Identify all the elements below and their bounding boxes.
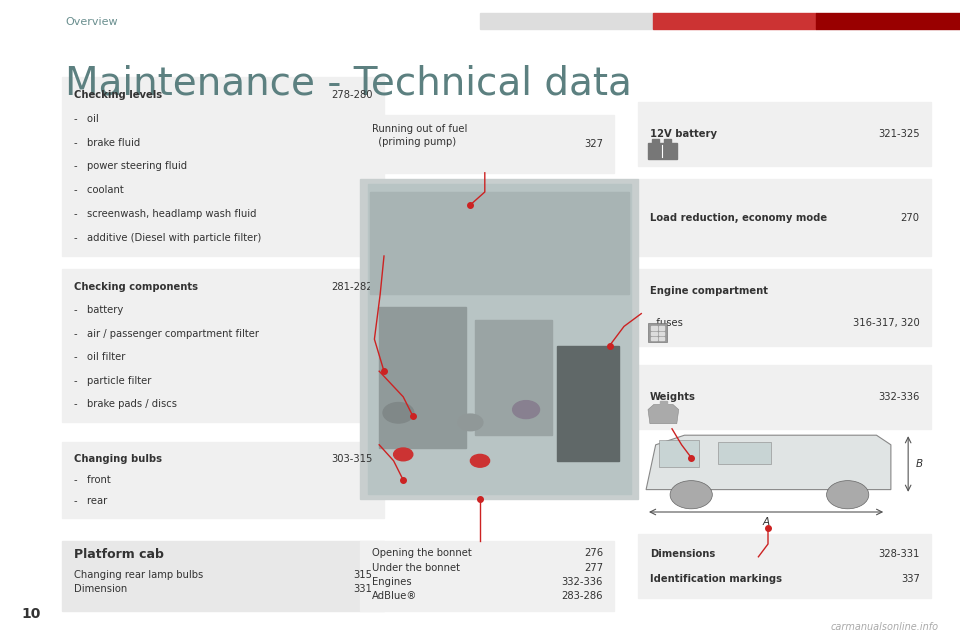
Bar — [659, 440, 699, 467]
Text: 337: 337 — [900, 574, 920, 584]
Text: Running out of fuel: Running out of fuel — [372, 124, 467, 134]
Text: Overview: Overview — [65, 17, 118, 27]
Bar — [664, 139, 671, 143]
Text: Identification markings: Identification markings — [650, 574, 782, 584]
Text: Load reduction, economy mode: Load reduction, economy mode — [650, 212, 828, 223]
Text: AdBlue®: AdBlue® — [372, 591, 417, 601]
Bar — [659, 332, 664, 335]
Text: -   brake fluid: - brake fluid — [74, 138, 140, 148]
Bar — [360, 179, 638, 499]
Text: Changing bulbs: Changing bulbs — [74, 454, 162, 463]
Text: B: B — [916, 459, 923, 469]
Text: Weights: Weights — [650, 392, 696, 402]
Bar — [648, 323, 667, 342]
Bar — [480, 13, 653, 29]
Bar — [638, 269, 931, 346]
Text: 327: 327 — [584, 139, 603, 149]
Circle shape — [394, 448, 413, 461]
Bar — [651, 337, 657, 340]
Text: 316-317, 320: 316-317, 320 — [852, 318, 920, 328]
Text: 315: 315 — [353, 570, 372, 580]
Bar — [652, 139, 659, 143]
Text: Dimension: Dimension — [74, 584, 127, 595]
Text: -   front: - front — [74, 475, 110, 485]
Text: 303-315: 303-315 — [331, 454, 372, 463]
Text: (priming pump): (priming pump) — [372, 137, 456, 147]
Bar — [62, 541, 384, 611]
Text: -   brake pads / discs: - brake pads / discs — [74, 399, 177, 409]
Bar — [638, 179, 931, 256]
Text: 283-286: 283-286 — [562, 591, 603, 601]
Text: -   air / passenger compartment filter: - air / passenger compartment filter — [74, 329, 259, 339]
Bar — [718, 442, 771, 464]
Text: Changing rear lamp bulbs: Changing rear lamp bulbs — [74, 570, 204, 580]
Text: carmanualsonline.info: carmanualsonline.info — [830, 622, 939, 632]
Text: fuses: fuses — [650, 318, 683, 328]
Bar — [653, 13, 816, 29]
Text: 276: 276 — [584, 548, 603, 559]
Bar — [62, 269, 384, 422]
Text: 332-336: 332-336 — [878, 392, 920, 402]
Text: 331: 331 — [353, 584, 372, 595]
Circle shape — [827, 481, 869, 509]
Text: -   oil filter: - oil filter — [74, 353, 126, 362]
Circle shape — [383, 403, 414, 423]
Text: 332-336: 332-336 — [562, 577, 603, 587]
Bar — [651, 332, 657, 335]
Text: -   oil: - oil — [74, 114, 99, 124]
Bar — [360, 541, 614, 611]
Polygon shape — [646, 435, 891, 490]
Bar — [638, 534, 931, 598]
Text: A: A — [762, 517, 770, 527]
Polygon shape — [648, 404, 679, 424]
Text: Platform cab: Platform cab — [74, 548, 164, 561]
Text: 12V battery: 12V battery — [650, 129, 717, 140]
Text: -   rear: - rear — [74, 497, 108, 506]
Text: Checking levels: Checking levels — [74, 90, 162, 100]
Text: -   battery: - battery — [74, 305, 123, 316]
Bar — [659, 326, 664, 330]
Bar — [62, 77, 384, 256]
Bar — [651, 326, 657, 330]
Circle shape — [670, 481, 712, 509]
Bar — [368, 184, 631, 494]
Circle shape — [513, 401, 540, 419]
Text: Under the bonnet: Under the bonnet — [372, 563, 460, 573]
Text: 281-282: 281-282 — [331, 282, 372, 292]
Text: 321-325: 321-325 — [878, 129, 920, 140]
Text: 278-280: 278-280 — [331, 90, 372, 100]
Bar — [660, 401, 667, 404]
Text: 270: 270 — [900, 212, 920, 223]
Text: 277: 277 — [584, 563, 603, 573]
Bar — [360, 115, 614, 173]
Text: -   particle filter: - particle filter — [74, 376, 152, 386]
Bar — [475, 320, 552, 435]
Text: Dimensions: Dimensions — [650, 548, 715, 559]
Text: -   screenwash, headlamp wash fluid: - screenwash, headlamp wash fluid — [74, 209, 256, 219]
Text: -   coolant: - coolant — [74, 185, 124, 195]
Bar — [638, 102, 931, 166]
Text: -   additive (Diesel with particle filter): - additive (Diesel with particle filter) — [74, 233, 261, 243]
Text: Engine compartment: Engine compartment — [650, 286, 768, 296]
Bar — [648, 143, 677, 159]
Text: 328-331: 328-331 — [878, 548, 920, 559]
Text: Checking components: Checking components — [74, 282, 198, 292]
Bar — [62, 442, 384, 518]
Bar — [557, 346, 619, 461]
Text: Maintenance - Technical data: Maintenance - Technical data — [65, 64, 632, 102]
Circle shape — [458, 414, 483, 431]
Bar — [659, 337, 664, 340]
Text: Opening the bonnet: Opening the bonnet — [372, 548, 471, 559]
Bar — [370, 192, 629, 294]
Circle shape — [470, 454, 490, 467]
Bar — [816, 13, 960, 29]
Bar — [638, 365, 931, 429]
Text: Engines: Engines — [372, 577, 411, 587]
Text: 10: 10 — [21, 607, 40, 621]
Text: -   power steering fluid: - power steering fluid — [74, 161, 187, 172]
Bar — [379, 307, 466, 448]
